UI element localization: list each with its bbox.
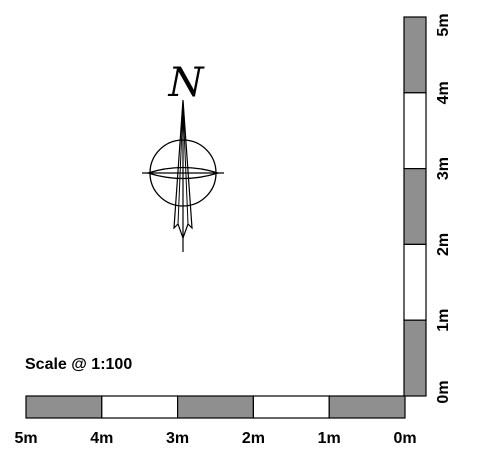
vertical-tick-label: 4m	[435, 81, 452, 104]
north-arrow-icon: N	[142, 60, 224, 252]
vertical-scale-segment	[403, 92, 427, 170]
vertical-tick-label: 2m	[435, 233, 452, 256]
horizontal-scale-segment	[177, 395, 255, 419]
horizontal-scale-segment	[252, 395, 330, 419]
vertical-scale-segment	[403, 16, 427, 94]
compass-needle-inner-left	[177, 103, 184, 225]
horizontal-tick-label: 4m	[90, 430, 113, 447]
vertical-scale-segment	[403, 319, 427, 397]
vertical-tick-label: 1m	[435, 309, 452, 332]
north-letter: N	[168, 60, 206, 106]
horizontal-scale-segment	[25, 395, 103, 419]
vertical-scale-segment	[403, 243, 427, 321]
vertical-scale-segment	[403, 168, 427, 246]
scale-label: Scale @ 1:100	[25, 356, 132, 373]
horizontal-tick-label: 5m	[14, 430, 37, 447]
horizontal-scale-segment	[328, 395, 406, 419]
horizontal-scale-segment	[101, 395, 179, 419]
horizontal-tick-label: 3m	[166, 430, 189, 447]
horizontal-tick-label: 0m	[393, 430, 416, 447]
horizontal-tick-label: 2m	[242, 430, 265, 447]
horizontal-tick-label: 1m	[318, 430, 341, 447]
compass-lens	[145, 166, 221, 180]
vertical-tick-label: 5m	[435, 13, 452, 36]
vertical-tick-label: 3m	[435, 157, 452, 180]
vertical-tick-label: 0m	[435, 380, 452, 403]
vertical-scale-bar: 5m 4m 3m 2m 1m 0m	[403, 13, 452, 404]
horizontal-scale-bar: 5m 4m 3m 2m 1m 0m	[14, 395, 417, 447]
compass-needle-inner-right	[182, 103, 189, 225]
